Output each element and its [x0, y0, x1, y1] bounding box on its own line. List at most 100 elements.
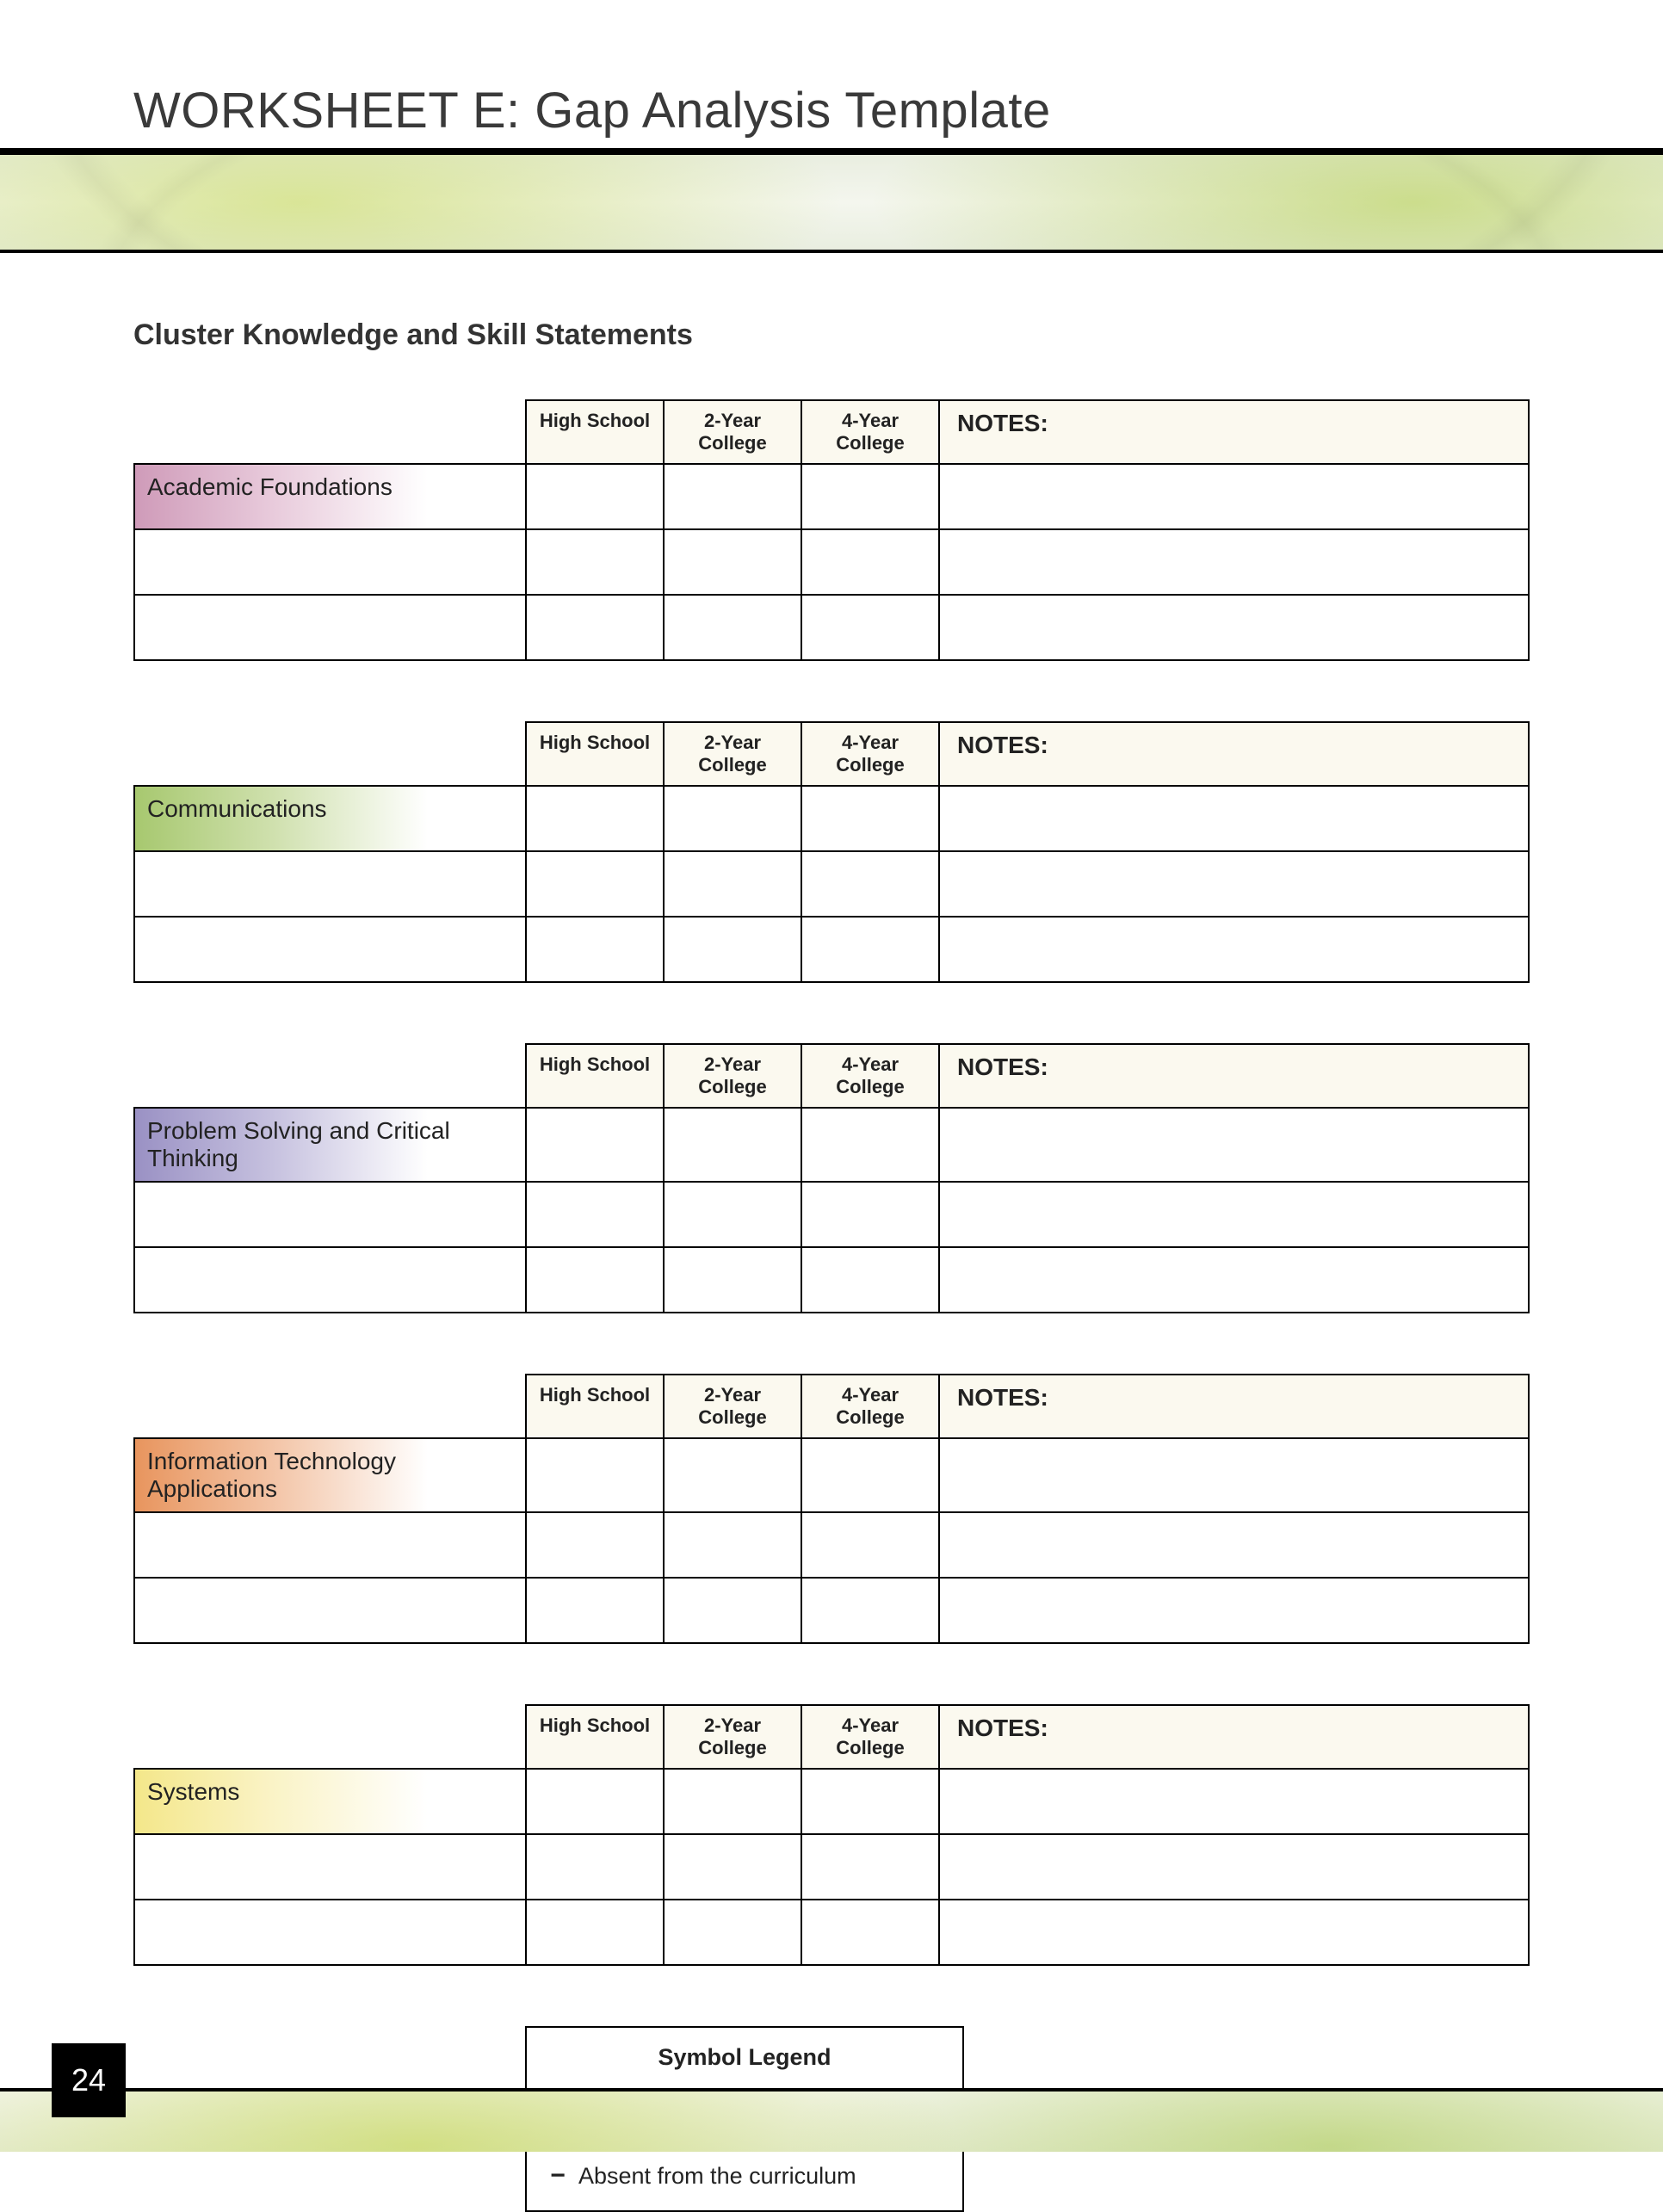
cell-2y[interactable] — [664, 1438, 801, 1512]
col-header-hs: High School — [526, 722, 664, 786]
cell-4y[interactable] — [801, 786, 939, 851]
cell-notes[interactable] — [939, 1108, 1529, 1182]
table-row: Academic Foundations — [134, 464, 1529, 529]
legend-symbol-minus: − — [546, 2156, 570, 2195]
table-header: High School 2-Year College 4-Year Colleg… — [134, 1375, 1529, 1438]
cell-4y[interactable] — [801, 1900, 939, 1965]
cell-4y[interactable] — [801, 464, 939, 529]
cell-notes[interactable] — [939, 1834, 1529, 1900]
cell-notes[interactable] — [939, 1578, 1529, 1643]
table-row — [134, 1900, 1529, 1965]
cell-4y[interactable] — [801, 851, 939, 917]
cell-notes[interactable] — [939, 464, 1529, 529]
cell-4y[interactable] — [801, 1578, 939, 1643]
cluster-label: Information Technology Applications — [134, 1438, 526, 1512]
col-header-hs: High School — [526, 1375, 664, 1438]
cell-2y[interactable] — [664, 1247, 801, 1313]
cell-label[interactable] — [134, 917, 526, 982]
legend-title: Symbol Legend — [546, 2040, 943, 2075]
col-header-notes: NOTES: — [939, 1705, 1529, 1769]
cell-label[interactable] — [134, 1247, 526, 1313]
cell-notes[interactable] — [939, 1512, 1529, 1578]
col-header-hs: High School — [526, 1705, 664, 1769]
cell-4y[interactable] — [801, 529, 939, 595]
cell-notes[interactable] — [939, 1247, 1529, 1313]
cluster-it-applications: High School 2-Year College 4-Year Colleg… — [133, 1374, 1530, 1644]
cell-2y[interactable] — [664, 786, 801, 851]
cell-label[interactable] — [134, 1578, 526, 1643]
cell-notes[interactable] — [939, 1438, 1529, 1512]
cell-hs[interactable] — [526, 1108, 664, 1182]
header-spacer — [134, 400, 526, 464]
cluster-table: High School 2-Year College 4-Year Colleg… — [133, 1704, 1530, 1966]
cell-4y[interactable] — [801, 1512, 939, 1578]
cell-notes[interactable] — [939, 1900, 1529, 1965]
cluster-table: High School 2-Year College 4-Year Colleg… — [133, 1043, 1530, 1313]
cell-hs[interactable] — [526, 1512, 664, 1578]
page: WORKSHEET E: Gap Analysis Template Clust… — [0, 0, 1663, 2152]
cell-label[interactable] — [134, 1182, 526, 1247]
cell-label[interactable] — [134, 851, 526, 917]
cell-hs[interactable] — [526, 786, 664, 851]
cell-notes[interactable] — [939, 786, 1529, 851]
cell-notes[interactable] — [939, 529, 1529, 595]
cell-2y[interactable] — [664, 1108, 801, 1182]
cell-hs[interactable] — [526, 529, 664, 595]
cell-hs[interactable] — [526, 1438, 664, 1512]
cell-4y[interactable] — [801, 1247, 939, 1313]
cell-4y[interactable] — [801, 1182, 939, 1247]
cell-hs[interactable] — [526, 1834, 664, 1900]
cluster-academic: High School 2-Year College 4-Year Colleg… — [133, 399, 1530, 661]
cell-2y[interactable] — [664, 1769, 801, 1834]
cell-label[interactable] — [134, 529, 526, 595]
cell-2y[interactable] — [664, 529, 801, 595]
cell-hs[interactable] — [526, 1182, 664, 1247]
cell-notes[interactable] — [939, 917, 1529, 982]
cell-4y[interactable] — [801, 917, 939, 982]
cell-hs[interactable] — [526, 1247, 664, 1313]
cell-2y[interactable] — [664, 917, 801, 982]
cell-hs[interactable] — [526, 464, 664, 529]
cell-hs[interactable] — [526, 851, 664, 917]
col-header-4y: 4-Year College — [801, 1375, 939, 1438]
cell-hs[interactable] — [526, 1769, 664, 1834]
cell-2y[interactable] — [664, 464, 801, 529]
cell-4y[interactable] — [801, 1438, 939, 1512]
header-spacer — [134, 1375, 526, 1438]
cell-4y[interactable] — [801, 595, 939, 660]
cell-label[interactable] — [134, 1900, 526, 1965]
cell-2y[interactable] — [664, 1578, 801, 1643]
cell-2y[interactable] — [664, 1834, 801, 1900]
table-header: High School 2-Year College 4-Year Colleg… — [134, 1044, 1529, 1108]
cell-notes[interactable] — [939, 851, 1529, 917]
section-subtitle: Cluster Knowledge and Skill Statements — [133, 318, 1530, 352]
cell-label[interactable] — [134, 1512, 526, 1578]
table-row: Problem Solving and Critical Thinking — [134, 1108, 1529, 1182]
cell-2y[interactable] — [664, 1182, 801, 1247]
cell-hs[interactable] — [526, 1900, 664, 1965]
col-header-notes: NOTES: — [939, 722, 1529, 786]
cell-hs[interactable] — [526, 1578, 664, 1643]
cell-4y[interactable] — [801, 1769, 939, 1834]
cell-hs[interactable] — [526, 917, 664, 982]
cluster-table: High School 2-Year College 4-Year Colleg… — [133, 1374, 1530, 1644]
table-row: Communications — [134, 786, 1529, 851]
cell-2y[interactable] — [664, 1512, 801, 1578]
table-header: High School 2-Year College 4-Year Colleg… — [134, 1705, 1529, 1769]
cell-notes[interactable] — [939, 595, 1529, 660]
cell-2y[interactable] — [664, 851, 801, 917]
cell-notes[interactable] — [939, 1769, 1529, 1834]
cell-label[interactable] — [134, 595, 526, 660]
col-header-notes: NOTES: — [939, 1044, 1529, 1108]
cell-hs[interactable] — [526, 595, 664, 660]
legend-text: Absent from the curriculum — [578, 2159, 856, 2194]
cell-2y[interactable] — [664, 595, 801, 660]
cell-label[interactable] — [134, 1834, 526, 1900]
col-header-notes: NOTES: — [939, 400, 1529, 464]
cell-4y[interactable] — [801, 1108, 939, 1182]
col-header-hs: High School — [526, 1044, 664, 1108]
cell-2y[interactable] — [664, 1900, 801, 1965]
col-header-4y: 4-Year College — [801, 722, 939, 786]
cell-4y[interactable] — [801, 1834, 939, 1900]
cell-notes[interactable] — [939, 1182, 1529, 1247]
